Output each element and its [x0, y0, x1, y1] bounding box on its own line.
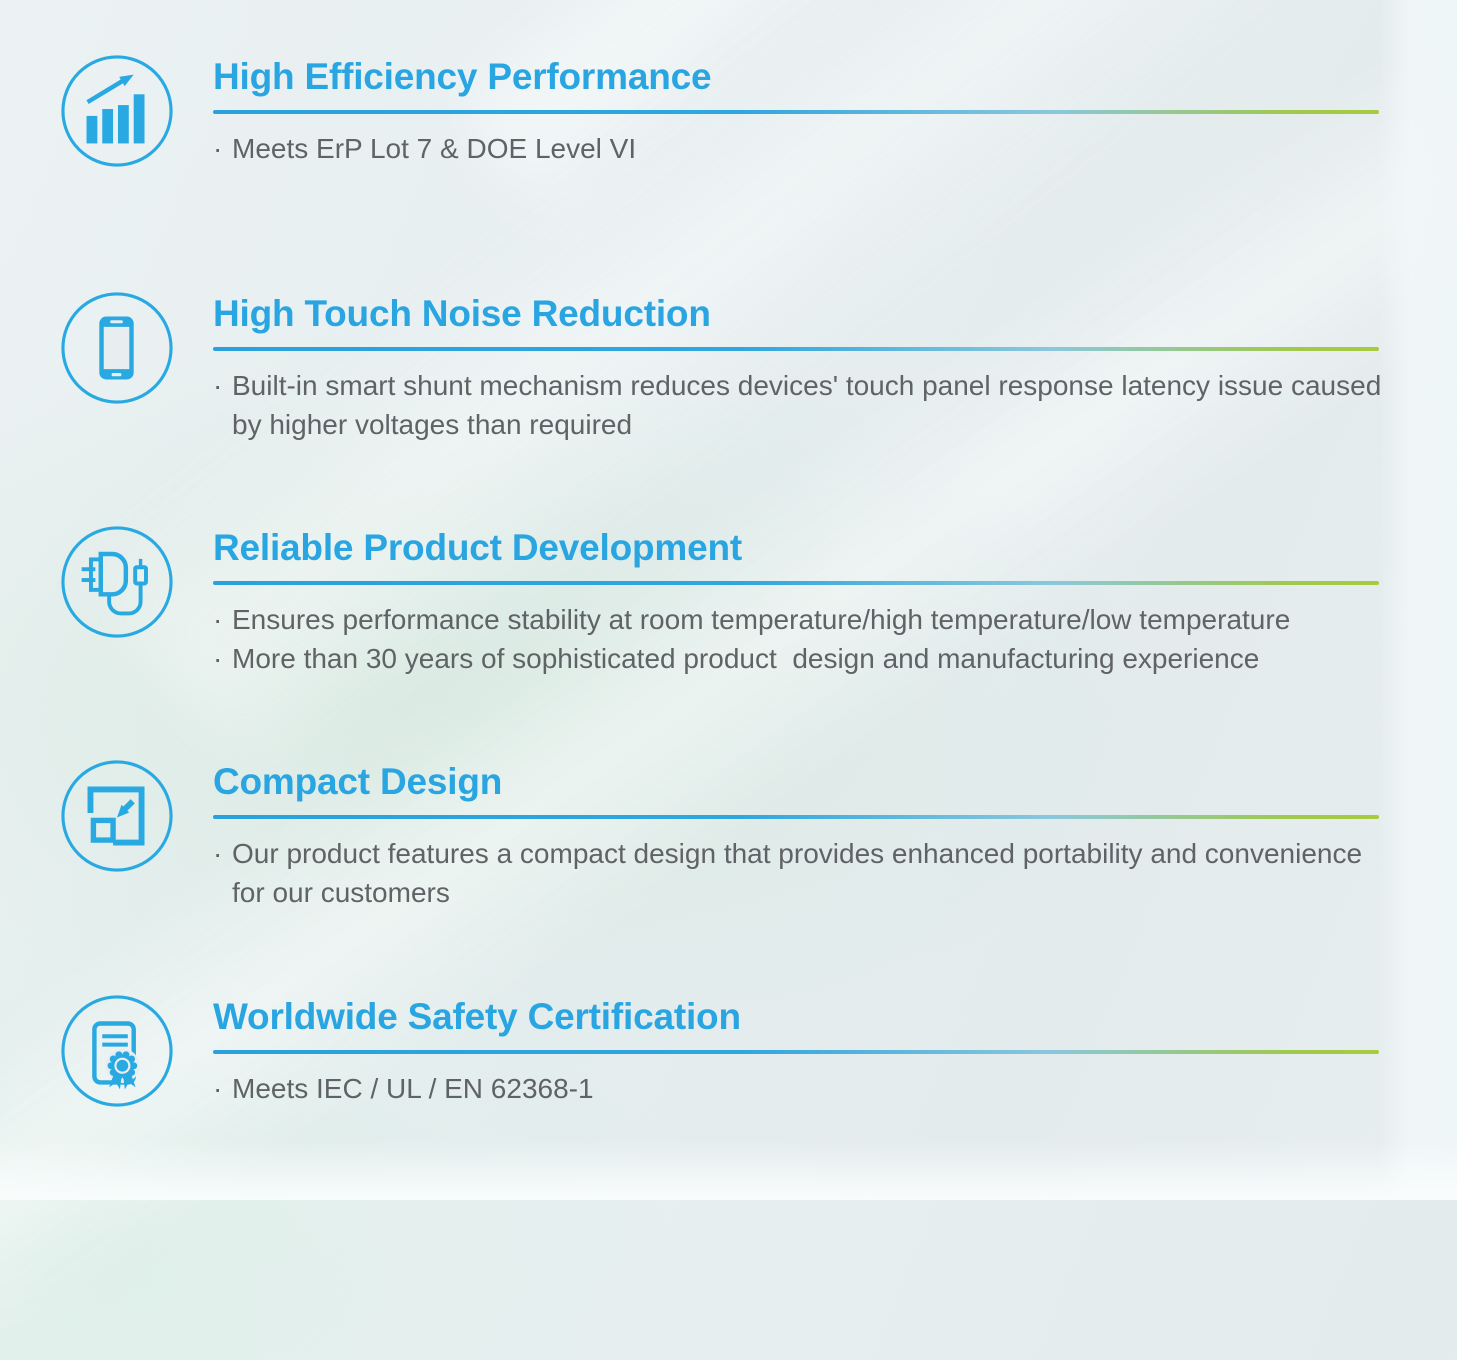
feature-section-compact-design: Compact Design · Our product features a …: [0, 759, 1457, 989]
feature-bullet: · Meets IEC / UL / EN 62368-1: [213, 1069, 1393, 1108]
bullet-dot: ·: [213, 133, 223, 164]
feature-bullet: · More than 30 years of sophisticated pr…: [213, 639, 1393, 678]
feature-title: Reliable Product Development: [213, 527, 742, 568]
bullet-text: More than 30 years of sophisticated prod…: [232, 643, 1260, 674]
feature-bullet: · Ensures performance stability at room …: [213, 600, 1393, 639]
feature-title: Compact Design: [213, 761, 503, 802]
bar-chart-growth-icon: [60, 54, 174, 168]
feature-bullet: · Meets ErP Lot 7 & DOE Level VI: [213, 129, 1393, 168]
gradient-rule: [213, 110, 1379, 114]
bullet-text: Our product features a compact design th…: [232, 838, 1370, 908]
gradient-rule: [213, 815, 1379, 819]
bullet-text: Built-in smart shunt mechanism reduces d…: [232, 370, 1390, 440]
bullet-dot: ·: [213, 1073, 223, 1104]
gradient-rule: [213, 581, 1379, 585]
feature-bullet: · Built-in smart shunt mechanism reduces…: [213, 366, 1393, 444]
feature-section-high-efficiency: High Efficiency Performance · Meets ErP …: [0, 54, 1457, 284]
feature-section-touch-noise: High Touch Noise Reduction · Built-in sm…: [0, 291, 1457, 521]
bullet-dot: ·: [213, 643, 223, 674]
bullet-dot: ·: [213, 604, 223, 635]
feature-section-safety-certification: Worldwide Safety Certification · Meets I…: [0, 994, 1457, 1224]
compact-resize-icon: [60, 759, 174, 873]
bullet-dot: ·: [213, 838, 223, 869]
feature-section-reliable-development: Reliable Product Development · Ensures p…: [0, 525, 1457, 755]
bullet-text: Meets IEC / UL / EN 62368-1: [232, 1073, 594, 1104]
gradient-rule: [213, 1050, 1379, 1054]
bullet-dot: ·: [213, 370, 223, 401]
feature-title: High Touch Noise Reduction: [213, 293, 711, 334]
feature-title: Worldwide Safety Certification: [213, 996, 741, 1037]
feature-bullet: · Our product features a compact design …: [213, 834, 1393, 912]
power-adapter-icon: [60, 525, 174, 639]
feature-title: High Efficiency Performance: [213, 56, 712, 97]
bullet-text: Meets ErP Lot 7 & DOE Level VI: [232, 133, 637, 164]
gradient-rule: [213, 347, 1379, 351]
smartphone-icon: [60, 291, 174, 405]
bullet-text: Ensures performance stability at room te…: [232, 604, 1291, 635]
certificate-icon: [60, 994, 174, 1108]
